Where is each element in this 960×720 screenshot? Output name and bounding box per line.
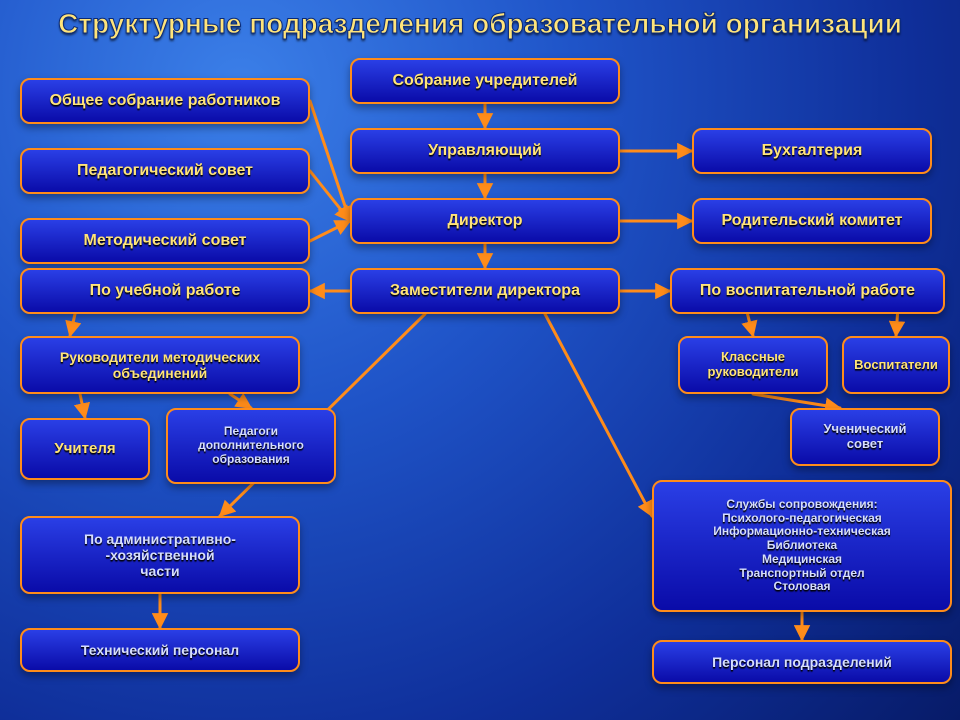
org-node-dep_study: По учебной работе: [20, 268, 310, 314]
org-node-label: Службы сопровождения: Психолого-педагоги…: [662, 498, 942, 595]
org-node-label: Заместители директора: [360, 282, 610, 300]
org-node-extra_edu: Педагоги дополнительного образования: [166, 408, 336, 484]
org-node-services: Службы сопровождения: Психолого-педагоги…: [652, 480, 952, 612]
org-node-tech_staff: Технический персонал: [20, 628, 300, 672]
org-node-label: Учителя: [30, 440, 140, 457]
org-node-label: Управляющий: [360, 142, 610, 160]
org-node-label: Общее собрание работников: [30, 92, 300, 110]
org-node-dep_admin: По административно- -хозяйственной части: [20, 516, 300, 594]
org-node-method_leads: Руководители методических объединений: [20, 336, 300, 394]
org-node-label: Директор: [360, 212, 610, 230]
org-node-label: По учебной работе: [30, 282, 300, 300]
org-node-educators: Воспитатели: [842, 336, 950, 394]
diagram-stage: Структурные подразделения образовательно…: [0, 0, 960, 720]
org-node-accounting: Бухгалтерия: [692, 128, 932, 174]
org-node-label: Технический персонал: [30, 642, 290, 658]
org-node-general_meeting: Общее собрание работников: [20, 78, 310, 124]
org-node-label: По административно- -хозяйственной части: [30, 531, 290, 579]
org-node-ped_council: Педагогический совет: [20, 148, 310, 194]
org-node-label: Бухгалтерия: [702, 142, 922, 160]
org-node-label: Родительский комитет: [702, 212, 922, 230]
org-node-label: Педагоги дополнительного образования: [176, 425, 326, 466]
org-node-dep_upbringing: По воспитательной работе: [670, 268, 945, 314]
org-node-assembly_founders: Собрание учредителей: [350, 58, 620, 104]
org-node-deputies: Заместители директора: [350, 268, 620, 314]
org-node-teachers: Учителя: [20, 418, 150, 480]
org-node-student_council: Ученический совет: [790, 408, 940, 466]
org-node-manager: Управляющий: [350, 128, 620, 174]
org-node-method_council: Методический совет: [20, 218, 310, 264]
org-node-label: Классные руководители: [688, 350, 818, 380]
page-title: Структурные подразделения образовательно…: [0, 8, 960, 40]
org-node-label: Методический совет: [30, 232, 300, 250]
org-node-dept_staff: Персонал подразделений: [652, 640, 952, 684]
org-node-label: Воспитатели: [852, 358, 940, 373]
org-node-label: Педагогический совет: [30, 162, 300, 180]
org-node-label: По воспитательной работе: [680, 282, 935, 300]
org-node-class_leads: Классные руководители: [678, 336, 828, 394]
org-node-label: Собрание учредителей: [360, 72, 610, 90]
org-node-label: Персонал подразделений: [662, 654, 942, 670]
org-node-director: Директор: [350, 198, 620, 244]
org-node-label: Ученический совет: [800, 422, 930, 452]
org-node-label: Руководители методических объединений: [30, 349, 290, 381]
org-node-parent_committee: Родительский комитет: [692, 198, 932, 244]
